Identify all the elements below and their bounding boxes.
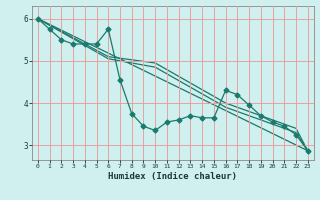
X-axis label: Humidex (Indice chaleur): Humidex (Indice chaleur) [108, 172, 237, 181]
